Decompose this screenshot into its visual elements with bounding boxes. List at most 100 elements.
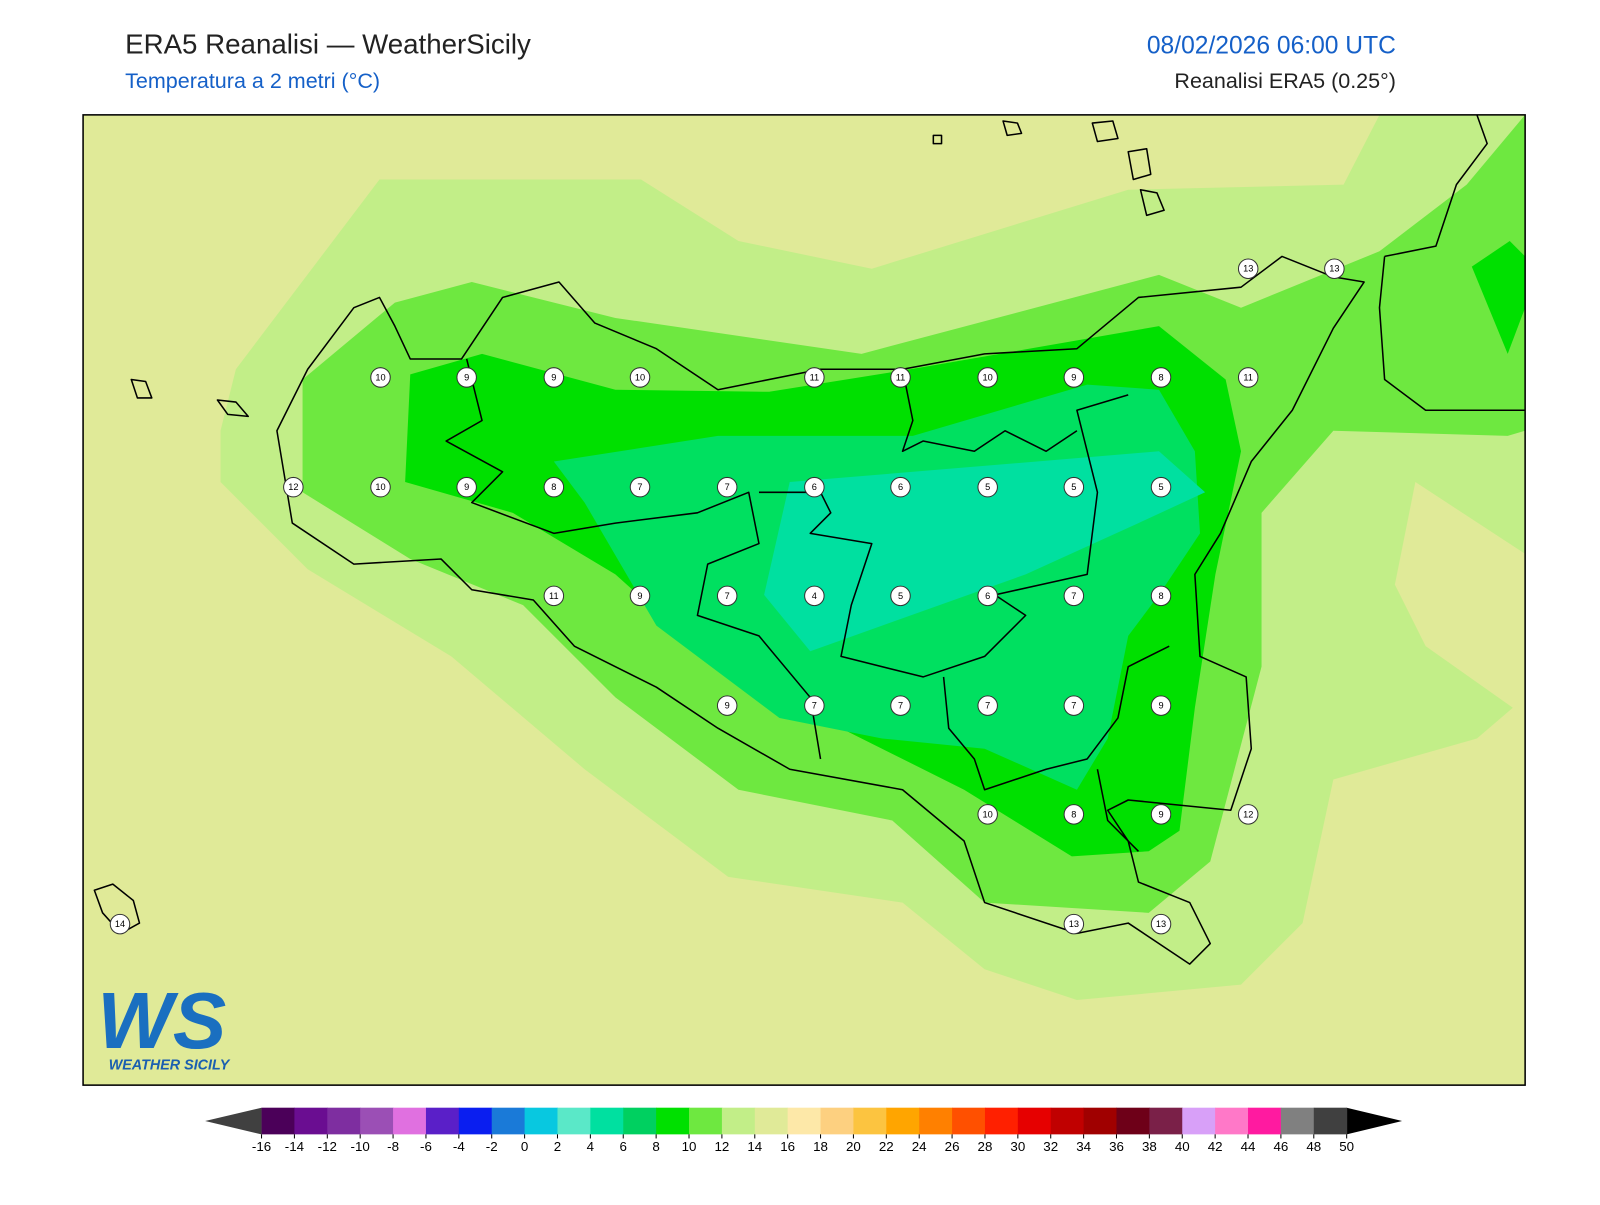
station-marker bbox=[977, 804, 998, 825]
station-marker bbox=[890, 695, 911, 716]
colorbar-label: 46 bbox=[1273, 1139, 1288, 1154]
map: 13 13 10 9 9 10 11 11 10 9 8 11 12 10 9 8 7 7 6 6 5 5 5 11 9 7 4 5 6… bbox=[83, 114, 1526, 1086]
colorbar-swatch bbox=[327, 1107, 361, 1135]
station-marker bbox=[629, 585, 651, 607]
station-marker bbox=[716, 585, 738, 607]
colorbar-label: -4 bbox=[453, 1139, 465, 1154]
colorbar-label: 32 bbox=[1043, 1139, 1058, 1154]
provinces bbox=[445, 358, 1170, 852]
colorbar-swatch bbox=[1248, 1107, 1282, 1135]
station-value: 7 bbox=[898, 701, 903, 711]
station-value: 8 bbox=[551, 482, 556, 492]
station-value: 13 bbox=[1329, 264, 1339, 274]
subtitle: Temperatura a 2 metri (°C) bbox=[125, 69, 380, 93]
map-frame bbox=[82, 114, 1526, 1086]
station-marker bbox=[1063, 913, 1085, 935]
colorbar-swatch bbox=[1083, 1107, 1118, 1135]
station-marker bbox=[1063, 367, 1085, 388]
station-marker bbox=[1237, 258, 1259, 279]
station-marker bbox=[629, 476, 651, 498]
station-value: 8 bbox=[1071, 809, 1076, 819]
colorbar-swatch bbox=[1313, 1107, 1348, 1135]
colorbar-swatch bbox=[1215, 1107, 1249, 1135]
colorbar-swatch bbox=[623, 1107, 657, 1135]
station-marker bbox=[629, 367, 651, 388]
colorbar-swatch bbox=[919, 1107, 953, 1135]
station-value: 10 bbox=[375, 482, 385, 492]
station-marker bbox=[1324, 258, 1345, 279]
source: Reanalisi ERA5 (0.25°) bbox=[1174, 69, 1395, 93]
colorbar-label: 18 bbox=[813, 1139, 828, 1154]
station-value: 9 bbox=[725, 701, 730, 711]
station-value: 13 bbox=[1069, 919, 1079, 929]
station-marker bbox=[804, 585, 825, 607]
station-value: 4 bbox=[812, 591, 817, 601]
colorbar-swatch bbox=[656, 1107, 690, 1135]
colorbar-label: 0 bbox=[521, 1139, 528, 1154]
colorbar-swatch bbox=[590, 1107, 624, 1135]
datetime: 08/02/2026 06:00 UTC bbox=[1147, 32, 1396, 59]
colorbar-swatch bbox=[1017, 1107, 1052, 1135]
station-marker bbox=[1063, 476, 1085, 498]
station-value: 11 bbox=[896, 372, 906, 382]
logo-caption: WEATHER SICILY bbox=[109, 1058, 231, 1074]
colorbar-label: -14 bbox=[285, 1139, 305, 1154]
colorbar-swatch bbox=[491, 1107, 526, 1135]
station-value: 12 bbox=[288, 482, 298, 492]
station-value: 7 bbox=[1071, 591, 1076, 601]
station-marker bbox=[716, 476, 738, 498]
colorbar-swatch bbox=[1116, 1107, 1150, 1135]
colorbar-swatch bbox=[754, 1107, 789, 1135]
colorbar-label: 28 bbox=[978, 1139, 993, 1154]
colorbar-swatch bbox=[458, 1107, 493, 1135]
station-marker bbox=[804, 476, 825, 498]
colorbar-label: 36 bbox=[1109, 1139, 1124, 1154]
colorbar: -16 -14 -12 -10 -8 -6 -4 -2 0 2 4 6 8 10 12 14 16 18 20 22 2… bbox=[205, 1107, 1403, 1154]
colorbar-extend-low bbox=[205, 1107, 262, 1135]
colorbar-swatch bbox=[261, 1107, 295, 1135]
colorbar-label: 38 bbox=[1142, 1139, 1157, 1154]
colorbar-swatch bbox=[984, 1107, 1019, 1135]
colorbar-label: -16 bbox=[252, 1139, 271, 1154]
colorbar-label: 40 bbox=[1175, 1139, 1190, 1154]
station-value: 9 bbox=[1158, 809, 1163, 819]
colorbar-label: 26 bbox=[945, 1139, 960, 1154]
colorbar-swatch bbox=[557, 1107, 591, 1135]
station-value: 14 bbox=[115, 919, 125, 929]
station-marker bbox=[283, 476, 304, 498]
station-value: 13 bbox=[1156, 919, 1166, 929]
station-value: 7 bbox=[725, 482, 730, 492]
calabria-coastline bbox=[1378, 114, 1526, 412]
colorbar-swatch bbox=[721, 1107, 756, 1135]
station-value: 6 bbox=[812, 482, 817, 492]
colorbar-label: 24 bbox=[912, 1139, 927, 1154]
station-value: 5 bbox=[898, 591, 903, 601]
colorbar-label: 16 bbox=[780, 1139, 795, 1154]
station-value: 5 bbox=[985, 482, 990, 492]
station-marker bbox=[1063, 695, 1085, 716]
colorbar-label: 4 bbox=[587, 1139, 595, 1154]
station-marker bbox=[1150, 476, 1172, 498]
station-value: 10 bbox=[983, 809, 993, 819]
colorbar-label: -6 bbox=[420, 1139, 432, 1154]
station-marker bbox=[1237, 367, 1259, 388]
station-marker bbox=[804, 695, 825, 716]
colorbar-swatch bbox=[853, 1107, 887, 1135]
stations: 13 13 10 9 9 10 11 11 10 9 8 11 12 10 9 8 7 7 6 6 5 5 5 11 9 7 4 5 6… bbox=[109, 258, 1345, 935]
station-marker bbox=[456, 476, 477, 498]
colorbar-label: 30 bbox=[1010, 1139, 1025, 1154]
station-value: 8 bbox=[1158, 372, 1163, 382]
station-marker bbox=[109, 913, 131, 935]
station-marker bbox=[1150, 585, 1172, 607]
colorbar-label: 34 bbox=[1076, 1139, 1091, 1154]
station-value: 7 bbox=[985, 701, 990, 711]
station-marker bbox=[716, 695, 738, 716]
station-value: 7 bbox=[725, 591, 730, 601]
station-marker bbox=[890, 585, 911, 607]
colorbar-swatch bbox=[294, 1107, 328, 1135]
colorbar-label: 6 bbox=[620, 1139, 627, 1154]
colorbar-label: 48 bbox=[1306, 1139, 1321, 1154]
station-value: 7 bbox=[637, 482, 642, 492]
